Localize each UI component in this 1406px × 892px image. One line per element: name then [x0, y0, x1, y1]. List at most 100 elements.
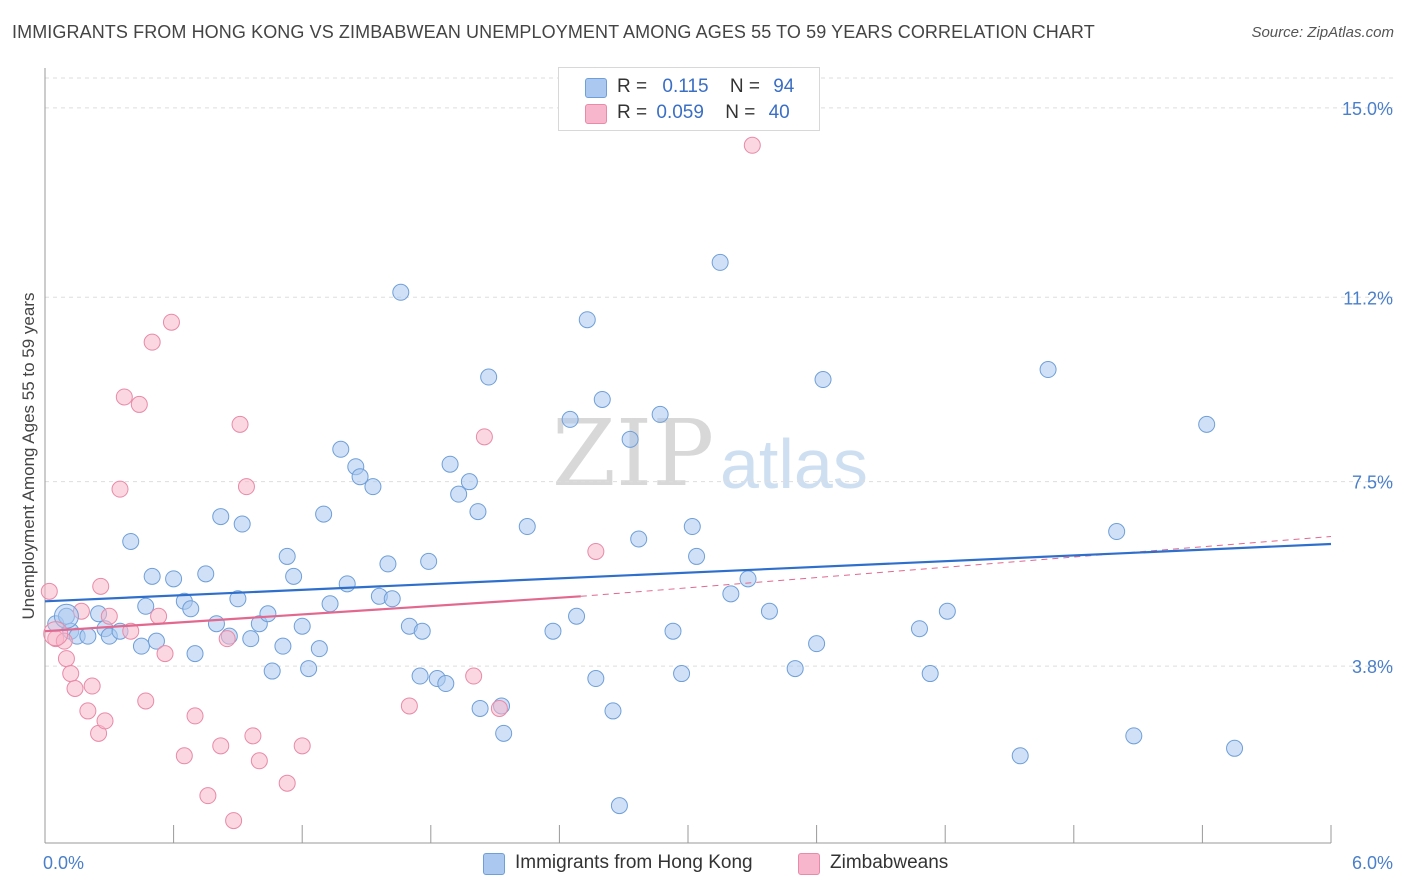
zimbabwean-point — [83, 677, 101, 695]
hong-kong-point — [233, 515, 251, 533]
hong-kong-point — [79, 627, 97, 645]
hong-kong-point — [722, 585, 740, 603]
zimbabwean-point — [175, 747, 193, 765]
hong-kong-point — [165, 570, 183, 588]
zimbabwean-trend-line — [44, 595, 581, 633]
hong-kong-point — [518, 518, 536, 536]
hong-kong-point — [544, 622, 562, 640]
hong-kong-point — [673, 665, 691, 683]
bottom-legend-label: Zimbabweans — [830, 852, 949, 873]
zimbabwean-point — [130, 395, 148, 413]
hong-kong-point — [300, 660, 318, 678]
hong-kong-point — [1108, 523, 1126, 541]
zimbabwean-point — [92, 577, 110, 595]
hong-kong-point — [278, 547, 296, 565]
zimbabwean-point — [150, 607, 168, 625]
hong-kong-point — [207, 615, 225, 633]
y-tick-label: 11.2% — [1343, 288, 1393, 308]
hong-kong-point — [610, 797, 628, 815]
hong-kong-point — [460, 473, 478, 491]
legend-r-label: R = — [617, 102, 648, 123]
zimbabwean-point — [237, 478, 255, 496]
hong-kong-point — [1198, 415, 1216, 433]
hong-kong-point — [651, 405, 669, 423]
hong-kong-point — [420, 552, 438, 570]
hong-kong-point — [561, 410, 579, 428]
hong-kong-point — [332, 440, 350, 458]
hong-kong-point — [143, 567, 161, 585]
zimbabwean-point — [490, 699, 508, 717]
hong-kong-point — [197, 565, 215, 583]
y-tick-label: 15.0% — [1342, 99, 1393, 119]
hong-kong-point — [604, 702, 622, 720]
correlation-legend: R = 0.115 N = 94 R = 0.059 N = 40 — [558, 67, 820, 131]
zimbabwean-point — [100, 607, 118, 625]
hong-kong-point — [182, 600, 200, 618]
hong-kong-point — [593, 390, 611, 408]
zimbabwean-point — [293, 737, 311, 755]
hong-kong-point — [122, 532, 140, 550]
hong-kong-point — [495, 724, 513, 742]
legend-n-label: N = — [725, 102, 756, 123]
zimbabwean-point — [465, 667, 483, 685]
zimbabwean-point — [212, 737, 230, 755]
hong-kong-point — [688, 547, 706, 565]
legend-r-value: 0.115 — [662, 76, 709, 97]
chart-title: IMMIGRANTS FROM HONG KONG VS ZIMBABWEAN … — [12, 22, 1095, 42]
hong-kong-point — [578, 311, 596, 329]
hong-kong-point — [938, 602, 956, 620]
hong-kong-point — [259, 605, 277, 623]
hong-kong-point — [1226, 739, 1244, 757]
hong-kong-point — [739, 570, 757, 588]
hong-kong-point — [413, 622, 431, 640]
legend-swatch-blue — [585, 78, 607, 98]
hong-kong-point — [630, 530, 648, 548]
hong-kong-point — [808, 635, 826, 653]
hong-kong-point — [379, 555, 397, 573]
hong-kong-point — [285, 567, 303, 585]
hong-kong-point — [711, 253, 729, 271]
bottom-legend-label: Immigrants from Hong Kong — [515, 852, 753, 873]
zimbabwean-point — [162, 313, 180, 331]
hong-kong-point — [383, 590, 401, 608]
hong-kong-point — [621, 430, 639, 448]
hong-kong-point — [321, 595, 339, 613]
zimbabwean-point — [143, 333, 161, 351]
hong-kong-point — [338, 575, 356, 593]
zimbabwean-point — [137, 692, 155, 710]
legend-r-label: R = — [617, 76, 648, 97]
hong-kong-point — [315, 505, 333, 523]
zimbabwean-point — [400, 697, 418, 715]
hong-kong-point — [664, 622, 682, 640]
legend-swatch-pink — [585, 104, 607, 124]
hong-kong-point — [147, 632, 165, 650]
hong-kong-point — [450, 485, 468, 503]
zimbabwean-point — [278, 774, 296, 792]
zimbabwean-point — [57, 650, 75, 668]
hong-kong-point — [921, 665, 939, 683]
legend-r-value: 0.059 — [656, 102, 704, 123]
bottom-legend-swatch-pink — [798, 853, 820, 875]
hong-kong-point — [568, 607, 586, 625]
hong-kong-point — [310, 640, 328, 658]
bottom-legend-swatch-blue — [483, 853, 505, 875]
x-tick-label: 6.0% — [1352, 853, 1393, 873]
hong-kong-point — [1039, 361, 1057, 379]
hong-kong-point — [392, 283, 410, 301]
legend-n-label: N = — [729, 76, 760, 97]
hong-kong-point — [186, 645, 204, 663]
hong-kong-point — [351, 468, 369, 486]
zimbabwean-point — [115, 388, 133, 406]
zimbabwean-point — [743, 136, 761, 154]
watermark-zip: ZIP — [552, 400, 715, 507]
hong-kong-point — [587, 670, 605, 688]
zimbabwean-trend-extension — [580, 536, 1332, 597]
zimbabwean-point — [122, 622, 140, 640]
hong-kong-point — [137, 597, 155, 615]
y-tick-label: 3.8% — [1352, 657, 1393, 677]
hong-kong-point — [910, 620, 928, 638]
hong-kong-point — [229, 590, 247, 608]
zimbabwean-point — [40, 582, 58, 600]
zimbabwean-point — [156, 645, 174, 663]
